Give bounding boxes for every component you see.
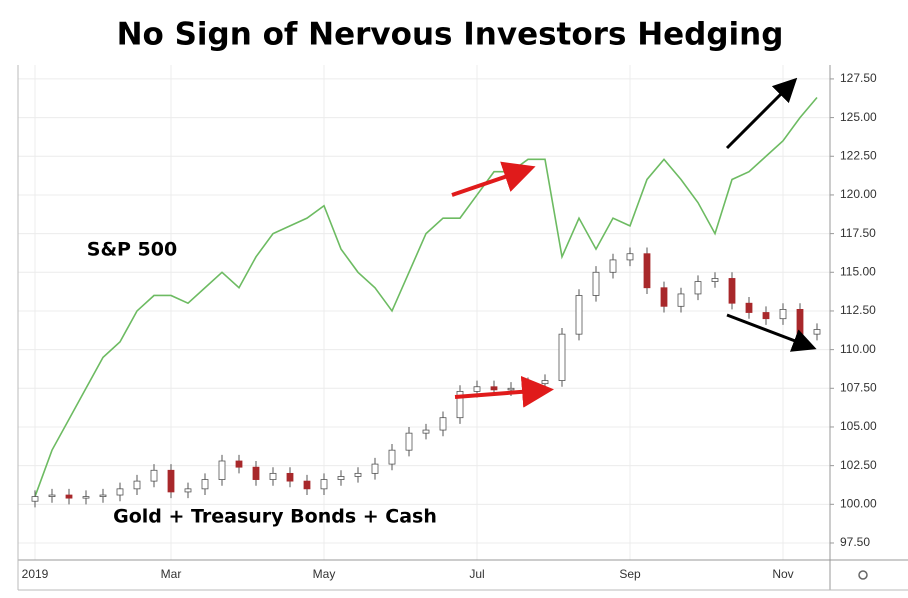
series-label: S&P 500	[87, 239, 177, 261]
candle-body	[524, 383, 532, 389]
candle-body	[82, 496, 90, 499]
x-tick-label: Nov	[772, 567, 793, 581]
y-tick-label: 110.00	[840, 342, 876, 356]
candle-body	[626, 253, 634, 261]
grid	[18, 65, 830, 560]
candle-body	[711, 278, 719, 282]
candle-body	[354, 472, 362, 477]
candle-body	[473, 386, 481, 392]
candle-body	[592, 271, 600, 296]
x-tick-label: 2019	[22, 567, 49, 581]
candle-body	[660, 287, 668, 307]
candle-body	[507, 387, 515, 391]
x-tick-label: May	[313, 567, 336, 581]
y-tick-label: 100.00	[840, 496, 877, 510]
candle-body	[48, 494, 56, 497]
arrow	[454, 375, 554, 408]
arrow	[451, 161, 536, 197]
x-tick-label: Mar	[161, 567, 182, 581]
settings-gear[interactable]	[858, 570, 868, 580]
y-tick-label: 122.50	[840, 148, 877, 162]
candle-body	[796, 309, 804, 335]
y-tick-label: 125.00	[840, 110, 877, 124]
candle-body	[65, 494, 73, 499]
chart-title: No Sign of Nervous Investors Hedging	[117, 17, 784, 53]
candle-body	[320, 479, 328, 490]
plot-area	[31, 96, 821, 508]
candle-body	[745, 302, 753, 313]
candle-body	[762, 312, 770, 320]
candle-body	[405, 432, 413, 451]
candle-body	[116, 488, 124, 496]
arrow	[726, 313, 817, 352]
candle-body	[218, 460, 226, 480]
candle-body	[779, 309, 787, 320]
candle-body	[184, 488, 192, 493]
candle-body	[235, 460, 243, 468]
line-series	[34, 96, 818, 497]
candle-body	[609, 259, 617, 273]
x-tick-label: Jul	[469, 567, 484, 581]
candle-body	[286, 472, 294, 482]
candle-body	[490, 386, 498, 391]
candle-body	[99, 494, 107, 497]
y-tick-label: 120.00	[840, 187, 877, 201]
candle-body	[133, 480, 141, 490]
y-tick-label: 102.50	[840, 458, 877, 472]
candle-body	[456, 390, 464, 419]
candle-body	[677, 293, 685, 307]
y-tick-label: 105.00	[840, 419, 877, 433]
candle-body	[201, 479, 209, 490]
y-tick-label: 115.00	[840, 264, 876, 278]
candle-body	[541, 380, 549, 385]
y-tick-label: 97.50	[840, 535, 870, 549]
candle-body	[694, 281, 702, 295]
candle-body	[575, 295, 583, 335]
candle-body	[31, 496, 39, 502]
candle-body	[439, 417, 447, 431]
y-tick-label: 107.50	[840, 380, 877, 394]
candle-body	[269, 472, 277, 480]
candle-body	[813, 329, 821, 335]
candle-body	[558, 333, 566, 381]
y-tick-label: 112.50	[840, 303, 876, 317]
candle-body	[252, 466, 260, 480]
candle-body	[388, 449, 396, 465]
x-tick-label: Sep	[619, 567, 641, 581]
candle-body	[303, 480, 311, 490]
candle-body	[371, 463, 379, 474]
series-label: Gold + Treasury Bonds + Cash	[113, 506, 437, 528]
candle-body	[422, 429, 430, 434]
y-tick-label: 117.50	[840, 226, 876, 240]
candle-body	[150, 469, 158, 482]
candle-body	[643, 253, 651, 289]
y-tick-label: 127.50	[840, 71, 877, 85]
candle-body	[167, 469, 175, 493]
settings-icon[interactable]	[858, 570, 868, 580]
candle-body	[337, 476, 345, 480]
candle-body	[728, 278, 736, 304]
arrow	[725, 77, 798, 150]
